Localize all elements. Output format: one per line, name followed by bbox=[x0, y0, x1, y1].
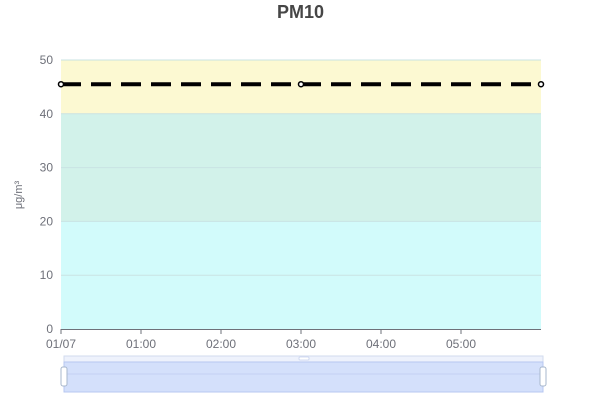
axis-layer: 0 10 20 30 40 50 01/07 01:00 02:00 03:00 04:00 05:0… bbox=[40, 53, 541, 351]
y-axis-label: μg/m³ bbox=[13, 180, 25, 209]
zoom-handle-left[interactable] bbox=[60, 366, 68, 387]
data-point bbox=[57, 80, 65, 88]
x-tick-label: 01:00 bbox=[126, 337, 156, 351]
x-tick-label: 03:00 bbox=[286, 337, 316, 351]
zoom-handle-right[interactable] bbox=[539, 366, 547, 387]
bands-layer bbox=[61, 60, 541, 329]
grid-layer bbox=[61, 59, 541, 276]
x-tick-label: 05:00 bbox=[446, 337, 476, 351]
data-zoom-slider[interactable] bbox=[60, 355, 547, 393]
y-tick-label: 0 bbox=[46, 322, 53, 336]
x-tick-label: 01/07 bbox=[46, 337, 76, 351]
chart-title: PM10 bbox=[276, 2, 325, 22]
zoom-move-handle[interactable] bbox=[298, 356, 310, 361]
series-layer bbox=[57, 80, 545, 88]
data-point bbox=[537, 80, 545, 88]
y-tick-label: 40 bbox=[40, 107, 54, 121]
y-tick-label: 50 bbox=[40, 53, 54, 67]
y-tick-label: 20 bbox=[40, 214, 54, 228]
zoom-window[interactable] bbox=[63, 361, 544, 393]
data-point bbox=[297, 80, 305, 88]
x-tick-label: 02:00 bbox=[206, 337, 236, 351]
y-tick-label: 10 bbox=[40, 268, 54, 282]
x-tick-label: 04:00 bbox=[366, 337, 396, 351]
y-tick-label: 30 bbox=[40, 161, 54, 175]
